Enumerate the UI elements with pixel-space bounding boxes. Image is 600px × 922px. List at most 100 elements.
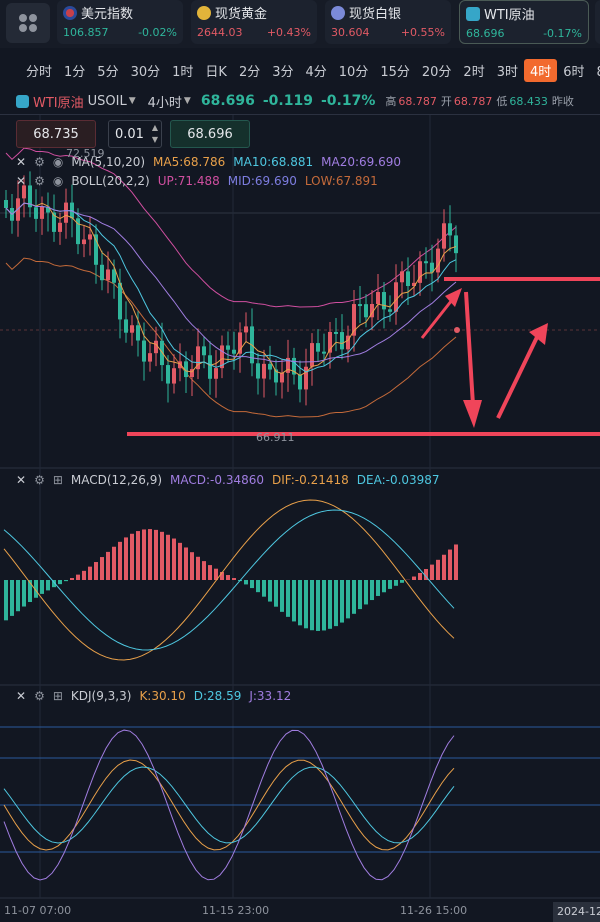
expand-icon[interactable]: ⊞ [52, 473, 63, 487]
settings-icon[interactable]: ⚙ [34, 473, 45, 487]
macd-bar [364, 580, 368, 605]
timeframe-15[interactable]: 6时 [563, 64, 585, 80]
candle-body [28, 185, 32, 208]
candle-body [340, 332, 344, 350]
ticker-change: -0.17% [543, 27, 582, 40]
candle-body [40, 206, 44, 219]
instrument-name[interactable]: WTI原油 [33, 95, 84, 111]
macd-histogram [3, 499, 458, 661]
macd-bar [58, 580, 62, 585]
ticker-spot-silver[interactable]: 现货白银 30.604 +0.55% [325, 0, 451, 44]
lot-size-input[interactable]: 0.01 ▲ ▼ [108, 120, 162, 148]
timeframe-2[interactable]: 5分 [97, 64, 119, 80]
chevron-down-icon[interactable]: ▼ [183, 96, 191, 106]
ma10-line [5, 202, 457, 373]
dif-value: DIF:-0.21418 [272, 473, 349, 487]
macd-bar [268, 580, 272, 602]
macd-bar [106, 551, 110, 580]
ma20-value: MA20:69.690 [321, 155, 402, 169]
period-label[interactable]: 4小时 [147, 95, 182, 111]
settings-icon[interactable]: ⚙ [34, 174, 45, 188]
eye-icon[interactable]: ◉ [52, 155, 64, 169]
timeframe-11[interactable]: 20分 [421, 64, 452, 80]
candle-body [190, 369, 194, 378]
timeframe-12[interactable]: 2时 [463, 64, 485, 80]
macd-bar [118, 541, 122, 580]
moving-averages [5, 202, 457, 377]
macd-bar [220, 571, 224, 580]
candle-body [46, 206, 50, 213]
ma5-value: MA5:68.786 [153, 155, 226, 169]
macd-bar [28, 580, 32, 602]
macd-bar [352, 580, 356, 614]
timeframe-7[interactable]: 3分 [272, 64, 294, 80]
timeframe-6[interactable]: 2分 [238, 64, 261, 80]
ticker-change: +0.55% [400, 26, 445, 39]
settings-icon[interactable]: ⚙ [34, 689, 45, 703]
candle-body [202, 346, 206, 356]
macd-bar [418, 572, 422, 580]
timeframe-3[interactable]: 30分 [130, 64, 161, 80]
candlestick-chart[interactable]: 72.519 66.911 [0, 115, 600, 922]
instrument-code[interactable]: USOIL [87, 93, 127, 109]
stepper-icon[interactable]: ▲ ▼ [151, 123, 158, 144]
ticker-wti-oil[interactable]: WTI原油 68.696 -0.17% [459, 0, 589, 44]
timeframe-5[interactable]: 日K [205, 64, 227, 80]
buy-price-input[interactable]: 68.696 [170, 120, 250, 148]
lot-size-value: 0.01 [115, 126, 144, 142]
macd-legend: ✕ ⚙ ⊞ MACD(12,26,9) MACD:-0.34860 DIF:-0… [16, 473, 442, 487]
macd-bar [400, 580, 404, 583]
expand-icon[interactable]: ⊞ [52, 689, 63, 703]
timeframe-16[interactable]: 8时 [591, 59, 600, 82]
ma-label: MA(5,10,20) [71, 155, 146, 169]
chevron-down-icon[interactable]: ▼ [128, 96, 136, 106]
current-price: 68.696 [200, 93, 255, 109]
kdj-label: KDJ(9,3,3) [70, 689, 132, 703]
eye-icon[interactable]: ◉ [52, 174, 64, 188]
close-icon[interactable]: ✕ [16, 689, 27, 703]
macd-bar [178, 542, 182, 580]
ticker-spot-gold[interactable]: 现货黄金 2644.03 +0.43% [191, 0, 317, 44]
ticker-bar: 美元指数 106.857 -0.02% 现货黄金 2644.03 +0.43% 现货… [0, 0, 600, 48]
ma20-line [5, 202, 457, 363]
time-axis-cursor-label: 2024-12 [553, 902, 600, 922]
candle-body [172, 368, 176, 384]
candle-body [352, 304, 356, 336]
macd-bar [244, 580, 248, 585]
timeframe-9[interactable]: 10分 [338, 64, 369, 80]
sell-price-input[interactable]: 68.735 [16, 120, 96, 148]
close-icon[interactable]: ✕ [16, 155, 27, 169]
candle-body [346, 335, 350, 350]
settings-icon[interactable]: ⚙ [34, 155, 45, 169]
grid-menu-icon [19, 14, 37, 32]
macd-value: MACD:-0.34860 [170, 473, 264, 487]
timeframe-8[interactable]: 4分 [305, 64, 327, 80]
candle-body [268, 363, 272, 370]
close-icon[interactable]: ✕ [16, 174, 27, 188]
macd-bar [4, 580, 8, 621]
ticker-change: +0.43% [266, 26, 311, 39]
menu-button[interactable] [6, 3, 50, 43]
timeframe-0[interactable]: 分时 [26, 64, 53, 80]
open-label: 开 [440, 95, 452, 108]
candle-body [370, 303, 374, 318]
candle-body [328, 331, 332, 353]
k-value: K:30.10 [139, 689, 186, 703]
ticker-usd-index[interactable]: 美元指数 106.857 -0.02% [57, 0, 183, 44]
timeframe-10[interactable]: 15分 [380, 64, 410, 80]
timeframe-14[interactable]: 4时 [523, 58, 558, 82]
timeframe-1[interactable]: 1分 [64, 64, 86, 80]
timeframe-4[interactable]: 1时 [172, 64, 194, 80]
oil-icon [16, 94, 29, 108]
macd-bar [286, 580, 290, 617]
candle-body [76, 218, 80, 245]
ticker-name: 现货黄金 [215, 7, 268, 22]
high-label: 高 [385, 95, 397, 108]
close-icon[interactable]: ✕ [16, 473, 27, 487]
ticker-overflow[interactable] [595, 0, 600, 44]
timeframe-13[interactable]: 3时 [496, 64, 518, 80]
macd-bar [124, 537, 128, 580]
macd-bar [448, 549, 452, 580]
macd-bar [100, 557, 104, 580]
